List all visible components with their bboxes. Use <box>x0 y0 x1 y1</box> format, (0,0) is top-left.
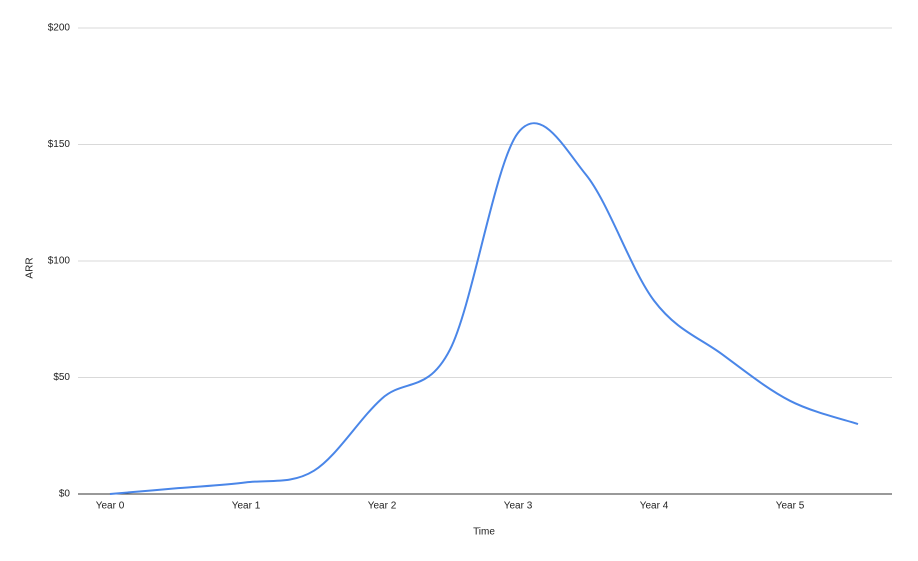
y-axis-title: ARR <box>25 257 36 278</box>
x-tick-label: Year 0 <box>96 501 125 512</box>
y-tick-label: $150 <box>48 139 71 150</box>
y-tick-label: $200 <box>48 23 71 34</box>
x-tick-label: Year 3 <box>504 501 533 512</box>
x-tick-label: Year 4 <box>640 501 669 512</box>
y-tick-label: $50 <box>53 372 70 383</box>
x-axis-title: Time <box>473 527 495 538</box>
y-tick-label: $0 <box>59 489 71 500</box>
y-tick-label: $100 <box>48 256 71 267</box>
data-line <box>109 122 859 495</box>
x-tick-label: Year 5 <box>776 501 805 512</box>
x-tick-label: Year 1 <box>232 501 261 512</box>
x-tick-label: Year 2 <box>368 501 397 512</box>
